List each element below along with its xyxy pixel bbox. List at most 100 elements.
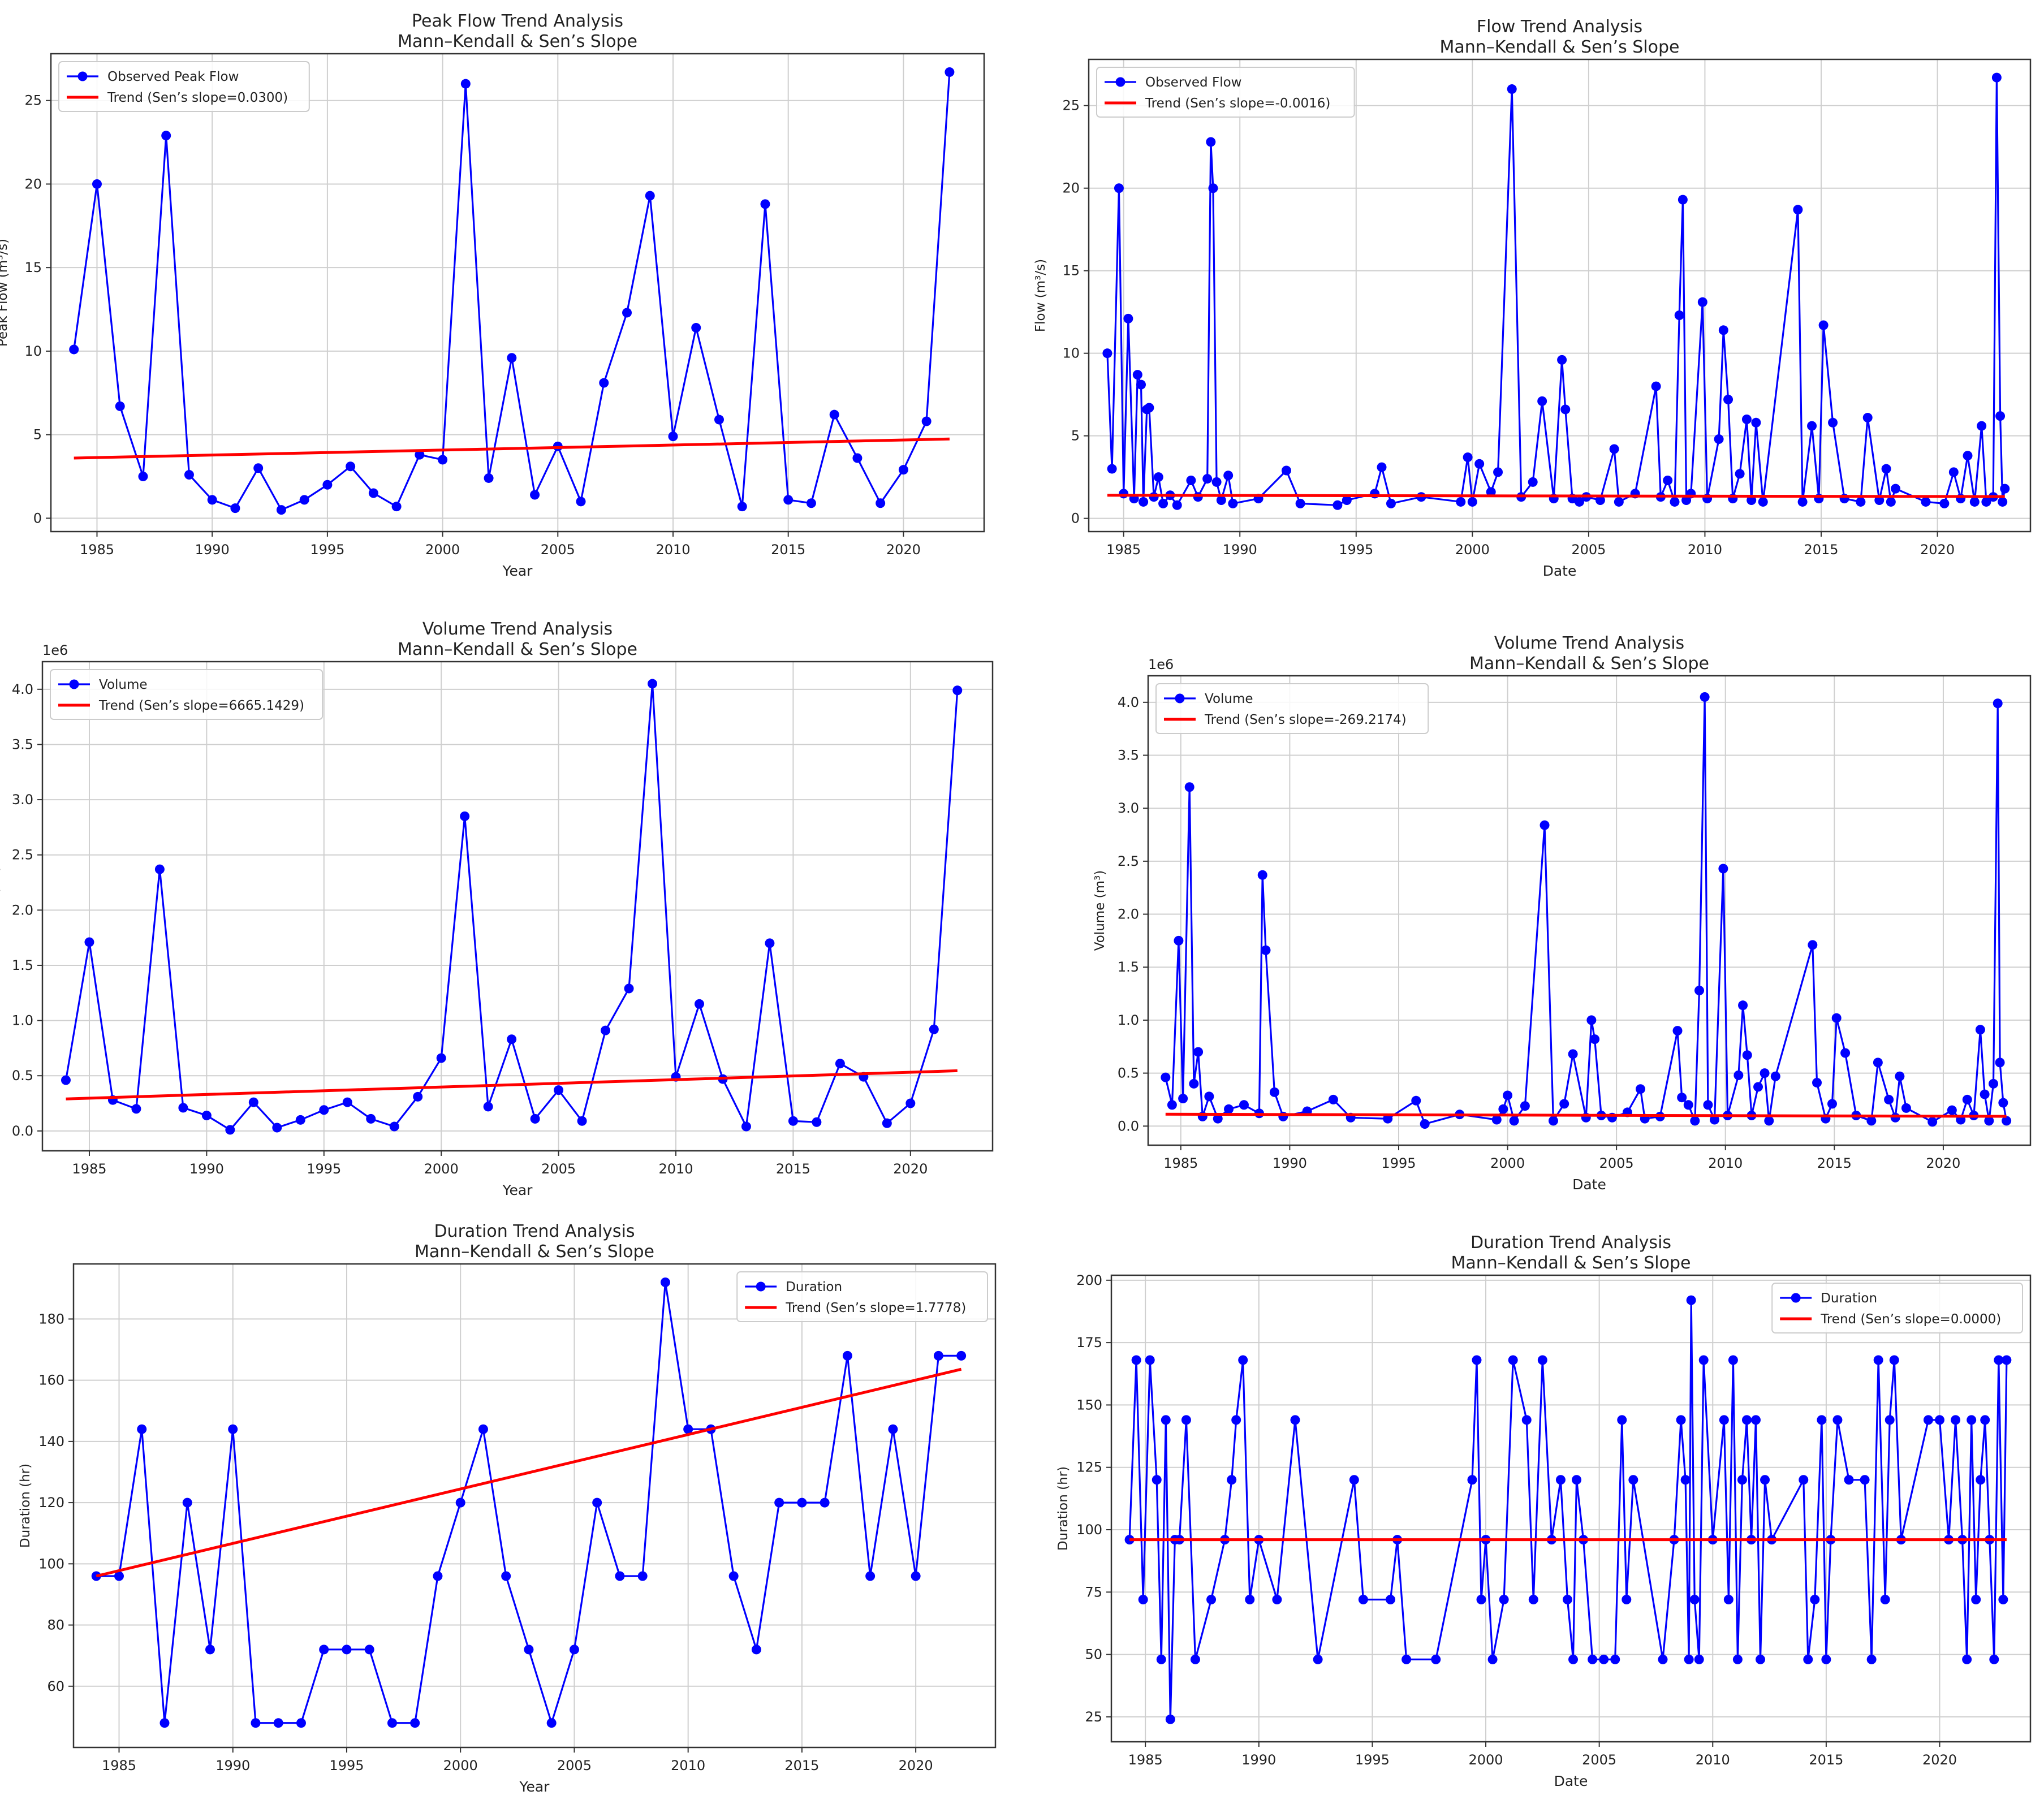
data-point [92,179,102,189]
legend-entry: Trend (Sen’s slope=1.7778) [785,1301,966,1315]
data-point [812,1117,822,1127]
data-point [1560,404,1571,415]
x-tick-label: 1995 [1339,542,1373,558]
data-point [1528,477,1538,487]
legend-entry: Trend (Sen’s slope=6665.1429) [98,698,304,713]
data-point [1269,1087,1279,1097]
data-point [1520,1101,1530,1111]
data-point [1420,1119,1430,1129]
x-tick-label: 1985 [80,542,114,558]
data-point [230,503,240,513]
data-point [1799,1475,1809,1485]
chart-panel-4: 1985 1990 1995 2000 2005 2010 2015 2020 0.0 0.5 1.… [1093,633,2032,1193]
data-point [615,1571,625,1581]
series-line-path [64,683,959,1131]
data-point [299,495,309,505]
y-tick-label: 160 [38,1373,64,1388]
data-point [272,1123,282,1133]
data-point [1172,500,1182,510]
data-point [637,1571,648,1581]
y-tick-label: 150 [1076,1397,1102,1413]
data-point [1206,1595,1217,1605]
data-point [835,1059,845,1069]
data-point [1184,782,1195,792]
x-tick-label: 1990 [1223,542,1257,558]
y-tick-label: 10 [1062,346,1080,361]
data-point [1873,1355,1883,1365]
data-point [1821,1654,1831,1664]
x-axis: 1985 1990 1995 2000 2005 2010 2015 2020 [1128,1742,1957,1768]
data-point [205,1645,215,1655]
chart-title: Duration Trend Analysis [1471,1233,1671,1253]
data-point [228,1424,238,1434]
data-point [1886,497,1896,507]
y-tick-label: 3.5 [12,736,33,752]
data-point [248,1097,258,1107]
y-tick-label: 180 [38,1311,64,1327]
data-point [956,1350,967,1361]
data-point [1202,474,1213,484]
data-point [433,1571,443,1581]
y-axis: 0 5 10 15 20 25 [1062,98,1089,526]
x-axis: 1985 1990 1995 2000 2005 2010 2015 2020 [80,532,921,558]
data-point [1167,1100,1177,1110]
data-point [161,131,171,141]
data-point [599,378,609,388]
x-tick-label: 2000 [1468,1752,1503,1768]
chart-title: Duration Trend Analysis [434,1222,635,1241]
y-tick-label: 1.5 [12,957,33,973]
chart-panel-6: 1985 1990 1995 2000 2005 2010 2015 2020 25 50 75 10… [1056,1233,2032,1789]
x-tick-label: 2000 [1490,1155,1525,1171]
data-point [1272,1595,1282,1605]
data-point [1119,489,1129,499]
data-point [1963,451,1973,461]
data-point [1677,1093,1687,1103]
x-tick-label: 2010 [1708,1155,1743,1171]
data-point [1224,1104,1234,1114]
data-point [137,1424,147,1434]
data-point [295,1115,305,1125]
data-point [806,498,816,508]
data-point [1770,1071,1780,1081]
data-point [1756,1654,1766,1664]
data-point [1742,1050,1752,1060]
data-point [1764,1116,1774,1126]
data-series [1102,72,2010,510]
series-line-path [1106,77,2006,507]
data-point [1145,1355,1155,1365]
data-point [507,1034,517,1045]
data-point [138,472,148,481]
trend-line [96,1367,962,1578]
x-tick-label: 2015 [1809,1752,1843,1768]
data-point [1741,414,1752,424]
y-axis: 0.0 0.5 1.0 1.5 2.0 2.5 3.0 3.5 4.0 [12,681,42,1139]
chart-title: Volume Trend Analysis [422,619,613,639]
data-point [1548,1116,1558,1126]
data-point [346,461,356,472]
data-point [1860,1475,1870,1485]
chart-subtitle: Mann–Kendall & Sen’s Slope [1440,37,1680,57]
data-point [1738,1000,1748,1011]
data-point [1463,452,1473,463]
data-point [1139,497,1149,507]
data-point [1995,411,2006,421]
x-tick-label: 2010 [1696,1752,1730,1768]
legend-box [58,61,310,112]
data-point [2000,484,2010,494]
x-axis: 1985 1990 1995 2000 2005 2010 2015 2020 [1106,532,1955,558]
data-point [1238,1355,1248,1365]
data-point [1753,1082,1763,1092]
data-point [1153,472,1163,482]
data-point [1684,1654,1694,1664]
data-point [1208,183,1218,193]
data-point [1962,1094,1972,1104]
x-tick-label: 1990 [189,1161,224,1177]
data-point [668,431,678,442]
data-point [882,1118,892,1128]
data-point [182,1497,192,1508]
data-point [342,1645,352,1655]
data-point [1810,1595,1820,1605]
data-point [820,1497,830,1508]
trend-line [1165,1112,2007,1118]
data-point [1831,1013,1842,1023]
